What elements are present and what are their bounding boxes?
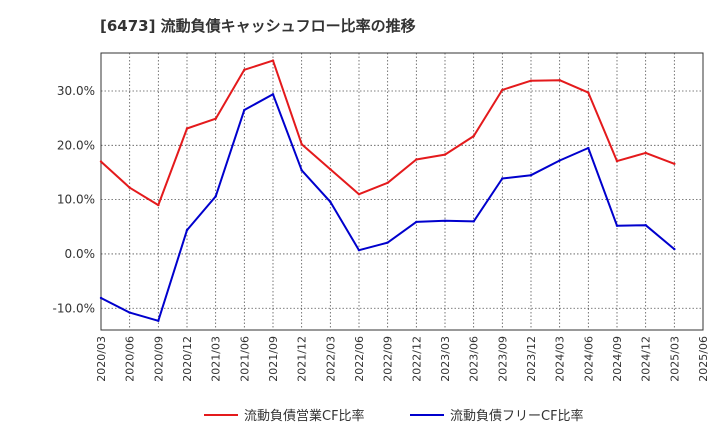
x-tick-label: 2020/12 <box>181 336 194 382</box>
series-2-point <box>415 220 418 224</box>
x-tick-label: 2022/06 <box>353 336 366 382</box>
x-tick-label: 2023/12 <box>525 336 538 382</box>
series-1-point <box>357 193 361 196</box>
series-2-point <box>329 200 332 204</box>
series-2-point <box>673 247 676 251</box>
series-1-point <box>271 59 275 62</box>
series-1-point <box>558 78 561 82</box>
series-1-point <box>128 186 131 189</box>
series-2-point <box>501 177 504 180</box>
x-tick-label: 2021/09 <box>267 336 280 382</box>
x-tick-label: 2020/06 <box>124 336 137 382</box>
series-2-point <box>243 108 246 112</box>
series-1-point <box>329 168 332 171</box>
y-tick-label: -10.0% <box>53 301 95 315</box>
series-1-point <box>415 158 418 161</box>
x-tick-label: 2021/12 <box>296 336 309 382</box>
x-tick-label: 2021/03 <box>210 336 223 382</box>
series-1-point <box>443 153 447 156</box>
series-2-point <box>443 219 447 223</box>
x-tick-label: 2021/06 <box>238 336 251 382</box>
series-2-point <box>558 159 561 162</box>
x-tick-label: 2022/03 <box>324 336 337 382</box>
series-2-point <box>300 169 303 172</box>
series-1-point <box>99 160 103 163</box>
y-tick-label: 20.0% <box>57 138 95 152</box>
x-tick-label: 2020/09 <box>152 336 165 382</box>
series-1-point <box>185 127 189 130</box>
plot-frame <box>100 52 704 331</box>
series-2-point <box>185 228 189 232</box>
series-1-point <box>529 79 533 82</box>
series-1-point <box>386 181 389 185</box>
series-2-point <box>529 174 533 177</box>
series-2-point <box>615 224 619 227</box>
x-tick-label: 2022/09 <box>382 336 395 382</box>
series-1-point <box>644 151 647 155</box>
x-tick-label: 2023/03 <box>439 336 452 382</box>
series-2-point <box>214 195 217 198</box>
series-1-point <box>157 203 160 207</box>
series-2-point <box>157 319 160 322</box>
y-tick-label: 10.0% <box>57 193 95 207</box>
series-2-point <box>357 248 361 252</box>
axis-layer: -10.0% 0.0% 10.0% 20.0% 30.0% 2020/03 2020/06 2… <box>53 52 710 382</box>
series-1-point <box>501 88 504 92</box>
x-tick-label: 2024/09 <box>611 336 624 382</box>
series-1-point <box>214 117 217 120</box>
series-1-point <box>673 162 676 165</box>
series-layer <box>99 59 676 322</box>
chart-title: [6473] 流動負債キャッシュフロー比率の推移 <box>100 17 416 35</box>
x-tick-label: 2025/03 <box>668 336 681 382</box>
y-tick-label: 30.0% <box>57 84 95 98</box>
x-tick-label: 2023/09 <box>496 336 509 382</box>
x-tick-label: 2020/03 <box>95 336 108 382</box>
legend-label-1: 流動負債営業CF比率 <box>244 408 365 424</box>
series-1-point <box>615 159 619 163</box>
x-tick-label: 2022/12 <box>410 336 423 382</box>
series-1-point <box>472 134 475 138</box>
series-2-point <box>128 311 131 314</box>
series-2-point <box>99 296 103 300</box>
legend: 流動負債営業CF比率 流動負債フリーCF比率 <box>204 408 584 424</box>
grid-layer <box>101 53 703 330</box>
x-tick-label: 2024/12 <box>640 336 653 382</box>
series-1-point <box>243 68 246 72</box>
x-tick-label: 2023/06 <box>468 336 481 382</box>
series-1-point <box>587 91 590 94</box>
series-2-point <box>587 146 590 150</box>
series-2-point <box>472 220 475 223</box>
series-2-point <box>386 241 389 244</box>
series-2-point <box>271 93 275 96</box>
x-tick-label: 2025/06 <box>697 336 710 382</box>
x-tick-label: 2024/06 <box>582 336 595 382</box>
y-tick-label: 0.0% <box>65 247 96 261</box>
legend-label-2: 流動負債フリーCF比率 <box>450 408 584 424</box>
series-2-point <box>644 223 647 227</box>
x-tick-label: 2024/03 <box>554 336 567 382</box>
series-1-point <box>300 143 303 146</box>
